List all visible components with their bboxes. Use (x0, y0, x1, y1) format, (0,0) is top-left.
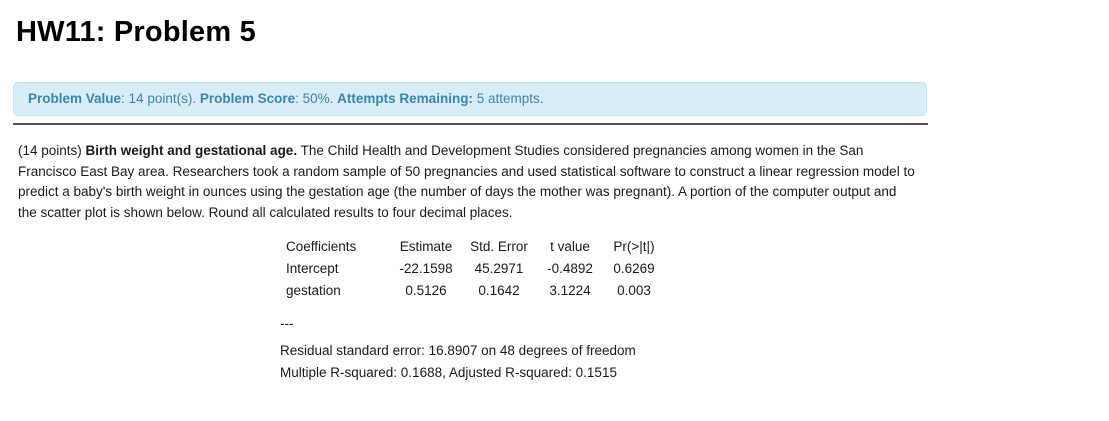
output-separator: --- (280, 316, 294, 331)
problem-value-label: Problem Value (28, 91, 122, 106)
header-t-value: t value (550, 238, 590, 254)
problem-value-text: : 14 point(s). (121, 91, 200, 106)
cell-term: gestation (286, 282, 341, 298)
problem-statement: (14 points) Birth weight and gestational… (18, 141, 915, 223)
problem-score-text: : 50%. (295, 91, 338, 106)
section-divider (13, 123, 928, 125)
cell-pr-t: 0.003 (617, 282, 651, 298)
cell-term: Intercept (286, 260, 339, 276)
regression-output-table: Coefficients Estimate Std. Error t value… (286, 235, 670, 301)
cell-estimate: -22.1598 (399, 260, 453, 276)
page-title: HW11: Problem 5 (16, 16, 256, 48)
problem-status-banner: Problem Value: 14 point(s). Problem Scor… (13, 82, 927, 116)
table-row-gestation: gestation 0.5126 0.1642 3.1224 0.003 (286, 279, 670, 301)
points-prefix: (14 points) (18, 143, 86, 158)
page-content: HW11: Problem 5 Problem Value: 14 point(… (0, 16, 940, 384)
model-summary-block: --- Residual standard error: 16.8907 on … (280, 317, 940, 384)
cell-std-error: 45.2971 (474, 260, 524, 276)
cell-std-error: 0.1642 (478, 282, 520, 298)
residual-standard-error-line: Residual standard error: 16.8907 on 48 d… (280, 343, 636, 358)
attempts-remaining-text: 5 attempts. (472, 91, 544, 106)
cell-t-value: 3.1224 (549, 282, 591, 298)
cell-t-value: -0.4892 (547, 260, 593, 276)
cell-estimate: 0.5126 (405, 282, 447, 298)
table-header-row: Coefficients Estimate Std. Error t value… (286, 235, 670, 257)
attempts-remaining-label: Attempts Remaining: (337, 91, 473, 106)
problem-score-label: Problem Score (199, 91, 296, 106)
problem-bold-title: Birth weight and gestational age. (85, 143, 298, 158)
table-row-intercept: Intercept -22.1598 45.2971 -0.4892 0.626… (286, 257, 670, 279)
header-estimate: Estimate (399, 238, 453, 254)
header-std-error: Std. Error (470, 238, 528, 254)
header-coefficients: Coefficients (286, 238, 357, 254)
header-pr-t: Pr(>|t|) (613, 238, 655, 254)
cell-pr-t: 0.6269 (613, 260, 655, 276)
r-squared-line: Multiple R-squared: 0.1688, Adjusted R-s… (280, 365, 617, 380)
problem-body-text: The Child Health and Development Studies… (18, 143, 915, 220)
